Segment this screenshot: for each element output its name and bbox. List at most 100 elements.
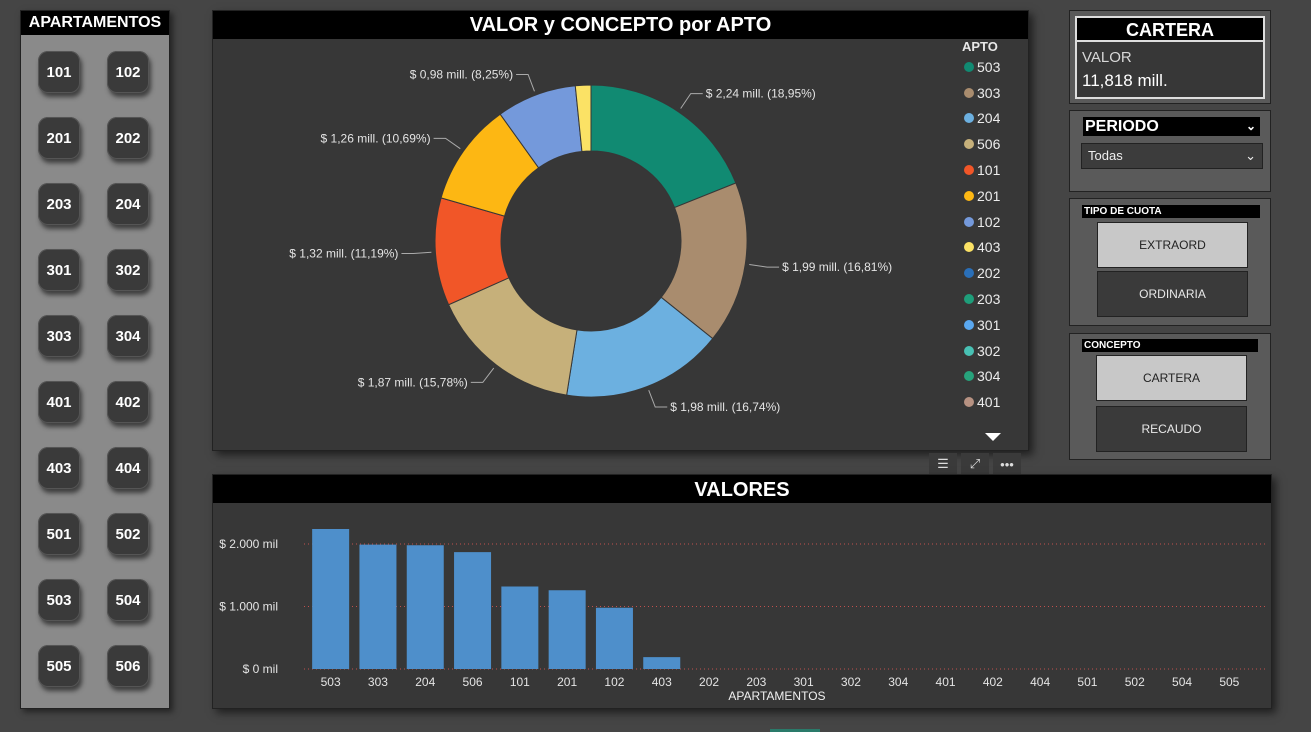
bar-x-axis-label: APARTAMENTOS [728,689,825,703]
bar-x-tick-label: 102 [604,675,624,689]
apartment-button[interactable]: 502 [107,513,149,555]
concepto-slicer: CONCEPTO CARTERA RECAUDO [1069,333,1271,460]
bar[interactable] [312,529,350,669]
cartera-button[interactable]: CARTERA [1096,355,1247,401]
bar-x-tick-label: 302 [841,675,861,689]
legend-item[interactable]: 201 [961,183,1023,209]
page-tab-indicator [770,729,820,732]
legend-color-dot [964,139,974,150]
legend-item[interactable]: 204 [961,106,1023,132]
bar[interactable] [595,607,633,669]
bar-chart-title-bar [213,475,1271,503]
bar-y-tick-label: $ 0 mil [243,662,278,676]
legend-item[interactable]: 506 [961,131,1023,157]
apartment-button[interactable]: 402 [107,381,149,423]
filter-icon[interactable]: ☰ [929,453,957,475]
donut-slice[interactable] [590,84,737,209]
legend-label: 403 [977,239,1001,256]
apartment-button[interactable]: 501 [38,513,80,555]
bar-y-tick-label: $ 2.000 mil [219,537,278,551]
apartment-button[interactable]: 304 [107,315,149,357]
bar-x-tick-label: 502 [1125,675,1145,689]
periodo-header[interactable]: PERIODO ⌄ [1083,117,1260,136]
legend-item[interactable]: 102 [961,209,1023,235]
ordinaria-button[interactable]: ORDINARIA [1097,271,1248,317]
legend-scroll-down-icon[interactable] [985,433,1001,441]
legend-label: 204 [977,110,1001,127]
apartment-button[interactable]: 303 [38,315,80,357]
legend-color-dot [964,61,974,72]
apartment-button[interactable]: 204 [107,183,149,225]
apartment-button[interactable]: 203 [38,183,80,225]
cartera-value: 11,818 mill. [1082,71,1168,90]
tipo-cuota-slicer: TIPO DE CUOTA EXTRAORD ORDINARIA [1069,198,1271,326]
apartment-button[interactable]: 201 [38,117,80,159]
apartment-button[interactable]: 403 [38,447,80,489]
bar-x-tick-label: 201 [557,675,577,689]
apartment-button[interactable]: 102 [107,51,149,93]
bar[interactable] [643,657,681,669]
periodo-selected-value: Todas [1088,148,1123,163]
legend-label: 203 [977,291,1001,308]
extraord-button[interactable]: EXTRAORD [1097,222,1248,268]
legend-item[interactable]: 303 [961,80,1023,106]
apartment-button[interactable]: 101 [38,51,80,93]
donut-slice[interactable] [574,84,592,153]
legend-label: 102 [977,213,1001,230]
donut-data-label: $ 1,98 mill. (16,74%) [670,400,780,414]
legend-item[interactable]: 401 [961,389,1023,415]
legend-color-dot [964,294,974,305]
donut-chart-panel: VALOR y CONCEPTO por APTO $ 2,24 mill. (… [212,10,1029,451]
legend-color-dot [964,319,974,330]
donut-data-label: $ 1,32 mill. (11,19%) [289,247,398,261]
legend-item[interactable]: 203 [961,286,1023,312]
apartment-button[interactable]: 503 [38,579,80,621]
apartment-button[interactable]: 505 [38,645,80,687]
bar[interactable] [454,552,492,669]
legend-item[interactable]: 302 [961,338,1023,364]
apartment-button[interactable]: 302 [107,249,149,291]
apartment-button[interactable]: 401 [38,381,80,423]
tipo-cuota-title: TIPO DE CUOTA [1082,205,1260,218]
legend-label: 506 [977,136,1001,153]
legend-label: 301 [977,316,1001,333]
legend-label: 101 [977,162,1001,179]
chevron-down-icon[interactable]: ⌄ [1245,119,1256,133]
more-options-icon[interactable]: ••• [993,453,1021,475]
donut-label-leader [749,264,780,268]
chevron-down-icon: ⌄ [1245,148,1256,163]
apartment-button[interactable]: 404 [107,447,149,489]
donut-data-label: $ 1,87 mill. (15,78%) [358,375,468,389]
legend-item[interactable]: 202 [961,260,1023,286]
legend-item[interactable]: 403 [961,235,1023,261]
donut-chart-title: VALOR y CONCEPTO por APTO [213,11,1028,39]
apartment-button[interactable]: 504 [107,579,149,621]
bar[interactable] [359,544,397,669]
apartment-button[interactable]: 506 [107,645,149,687]
legend-item[interactable]: 101 [961,157,1023,183]
bar[interactable] [501,586,539,670]
recaudo-button[interactable]: RECAUDO [1096,406,1247,452]
periodo-dropdown[interactable]: Todas ⌄ [1081,143,1263,169]
legend-item[interactable]: 503 [961,54,1023,80]
bar-x-tick-label: 304 [888,675,908,689]
bar-x-tick-label: 503 [321,675,341,689]
apartment-button[interactable]: 301 [38,249,80,291]
legend-item[interactable]: 301 [961,312,1023,338]
bar-x-tick-label: 505 [1219,675,1239,689]
bar[interactable] [548,590,586,669]
bar-x-tick-label: 203 [746,675,766,689]
bar[interactable] [406,545,444,669]
bar-x-tick-label: 403 [652,675,672,689]
donut-label-leader [516,73,535,92]
bar-x-tick-label: 402 [983,675,1003,689]
focus-mode-icon[interactable]: ⤢ [961,453,989,475]
legend-title: APTO [962,39,998,54]
legend-color-dot [964,190,974,201]
donut-data-label: $ 1,26 mill. (10,69%) [321,131,431,145]
cartera-label: VALOR [1082,49,1132,66]
cartera-title: CARTERA [1077,18,1263,42]
bar-chart-title: VALORES [694,479,789,501]
apartment-button[interactable]: 202 [107,117,149,159]
legend-item[interactable]: 304 [961,364,1023,390]
